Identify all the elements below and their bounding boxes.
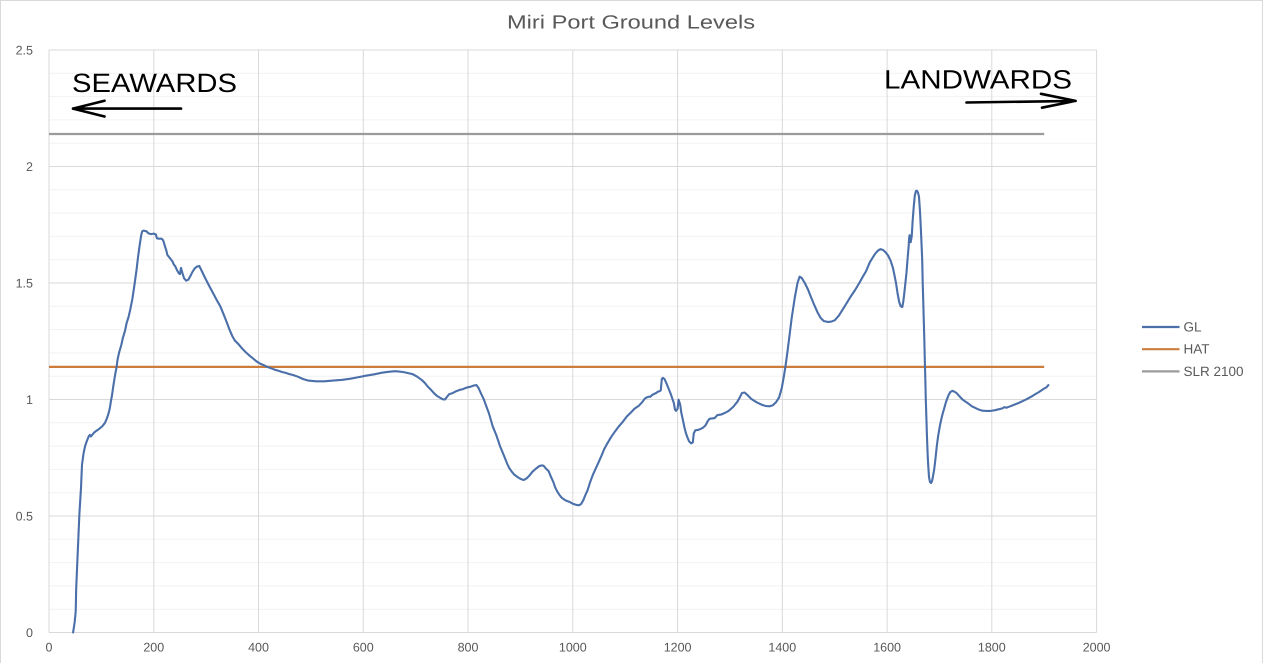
svg-text:200: 200 xyxy=(143,641,164,655)
svg-text:800: 800 xyxy=(458,641,479,655)
svg-text:2: 2 xyxy=(26,160,33,174)
svg-text:0.5: 0.5 xyxy=(16,510,33,524)
svg-text:0: 0 xyxy=(46,641,53,655)
svg-text:LANDWARDS: LANDWARDS xyxy=(884,65,1072,95)
svg-text:2000: 2000 xyxy=(1083,641,1111,655)
svg-text:0: 0 xyxy=(26,626,33,640)
svg-text:1.5: 1.5 xyxy=(16,277,33,291)
svg-text:SEAWARDS: SEAWARDS xyxy=(72,68,237,98)
svg-text:2.5: 2.5 xyxy=(16,44,33,58)
svg-text:1400: 1400 xyxy=(768,641,796,655)
svg-text:HAT: HAT xyxy=(1184,342,1210,357)
svg-text:GL: GL xyxy=(1184,320,1203,335)
svg-text:600: 600 xyxy=(353,641,374,655)
svg-text:1800: 1800 xyxy=(978,641,1006,655)
svg-text:1200: 1200 xyxy=(664,641,692,655)
svg-text:Miri Port Ground Levels: Miri Port Ground Levels xyxy=(507,13,755,34)
svg-text:SLR 2100: SLR 2100 xyxy=(1184,364,1244,379)
svg-text:1000: 1000 xyxy=(559,641,587,655)
svg-text:1: 1 xyxy=(26,393,33,407)
svg-text:1600: 1600 xyxy=(873,641,901,655)
svg-text:400: 400 xyxy=(248,641,269,655)
